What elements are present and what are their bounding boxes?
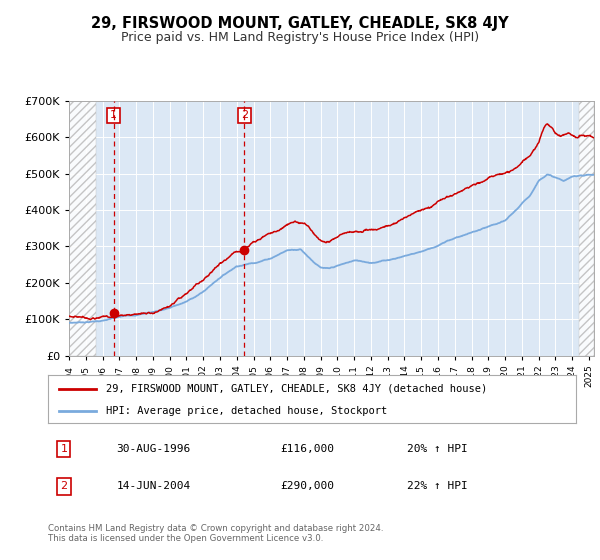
Text: 2: 2 — [241, 110, 248, 120]
Text: Contains HM Land Registry data © Crown copyright and database right 2024.
This d: Contains HM Land Registry data © Crown c… — [48, 524, 383, 543]
Text: 29, FIRSWOOD MOUNT, GATLEY, CHEADLE, SK8 4JY (detached house): 29, FIRSWOOD MOUNT, GATLEY, CHEADLE, SK8… — [106, 384, 487, 394]
Text: £116,000: £116,000 — [280, 444, 334, 454]
Bar — [579, 101, 594, 356]
Text: Price paid vs. HM Land Registry's House Price Index (HPI): Price paid vs. HM Land Registry's House … — [121, 31, 479, 44]
Text: 29, FIRSWOOD MOUNT, GATLEY, CHEADLE, SK8 4JY: 29, FIRSWOOD MOUNT, GATLEY, CHEADLE, SK8… — [91, 16, 509, 31]
Text: 20% ↑ HPI: 20% ↑ HPI — [407, 444, 468, 454]
Text: 22% ↑ HPI: 22% ↑ HPI — [407, 482, 468, 492]
Text: HPI: Average price, detached house, Stockport: HPI: Average price, detached house, Stoc… — [106, 406, 388, 416]
Text: £290,000: £290,000 — [280, 482, 334, 492]
Bar — [69, 101, 96, 356]
Text: 1: 1 — [110, 110, 117, 120]
Text: 14-JUN-2004: 14-JUN-2004 — [116, 482, 191, 492]
Text: 30-AUG-1996: 30-AUG-1996 — [116, 444, 191, 454]
Text: 2: 2 — [60, 482, 67, 492]
Text: 1: 1 — [61, 444, 67, 454]
